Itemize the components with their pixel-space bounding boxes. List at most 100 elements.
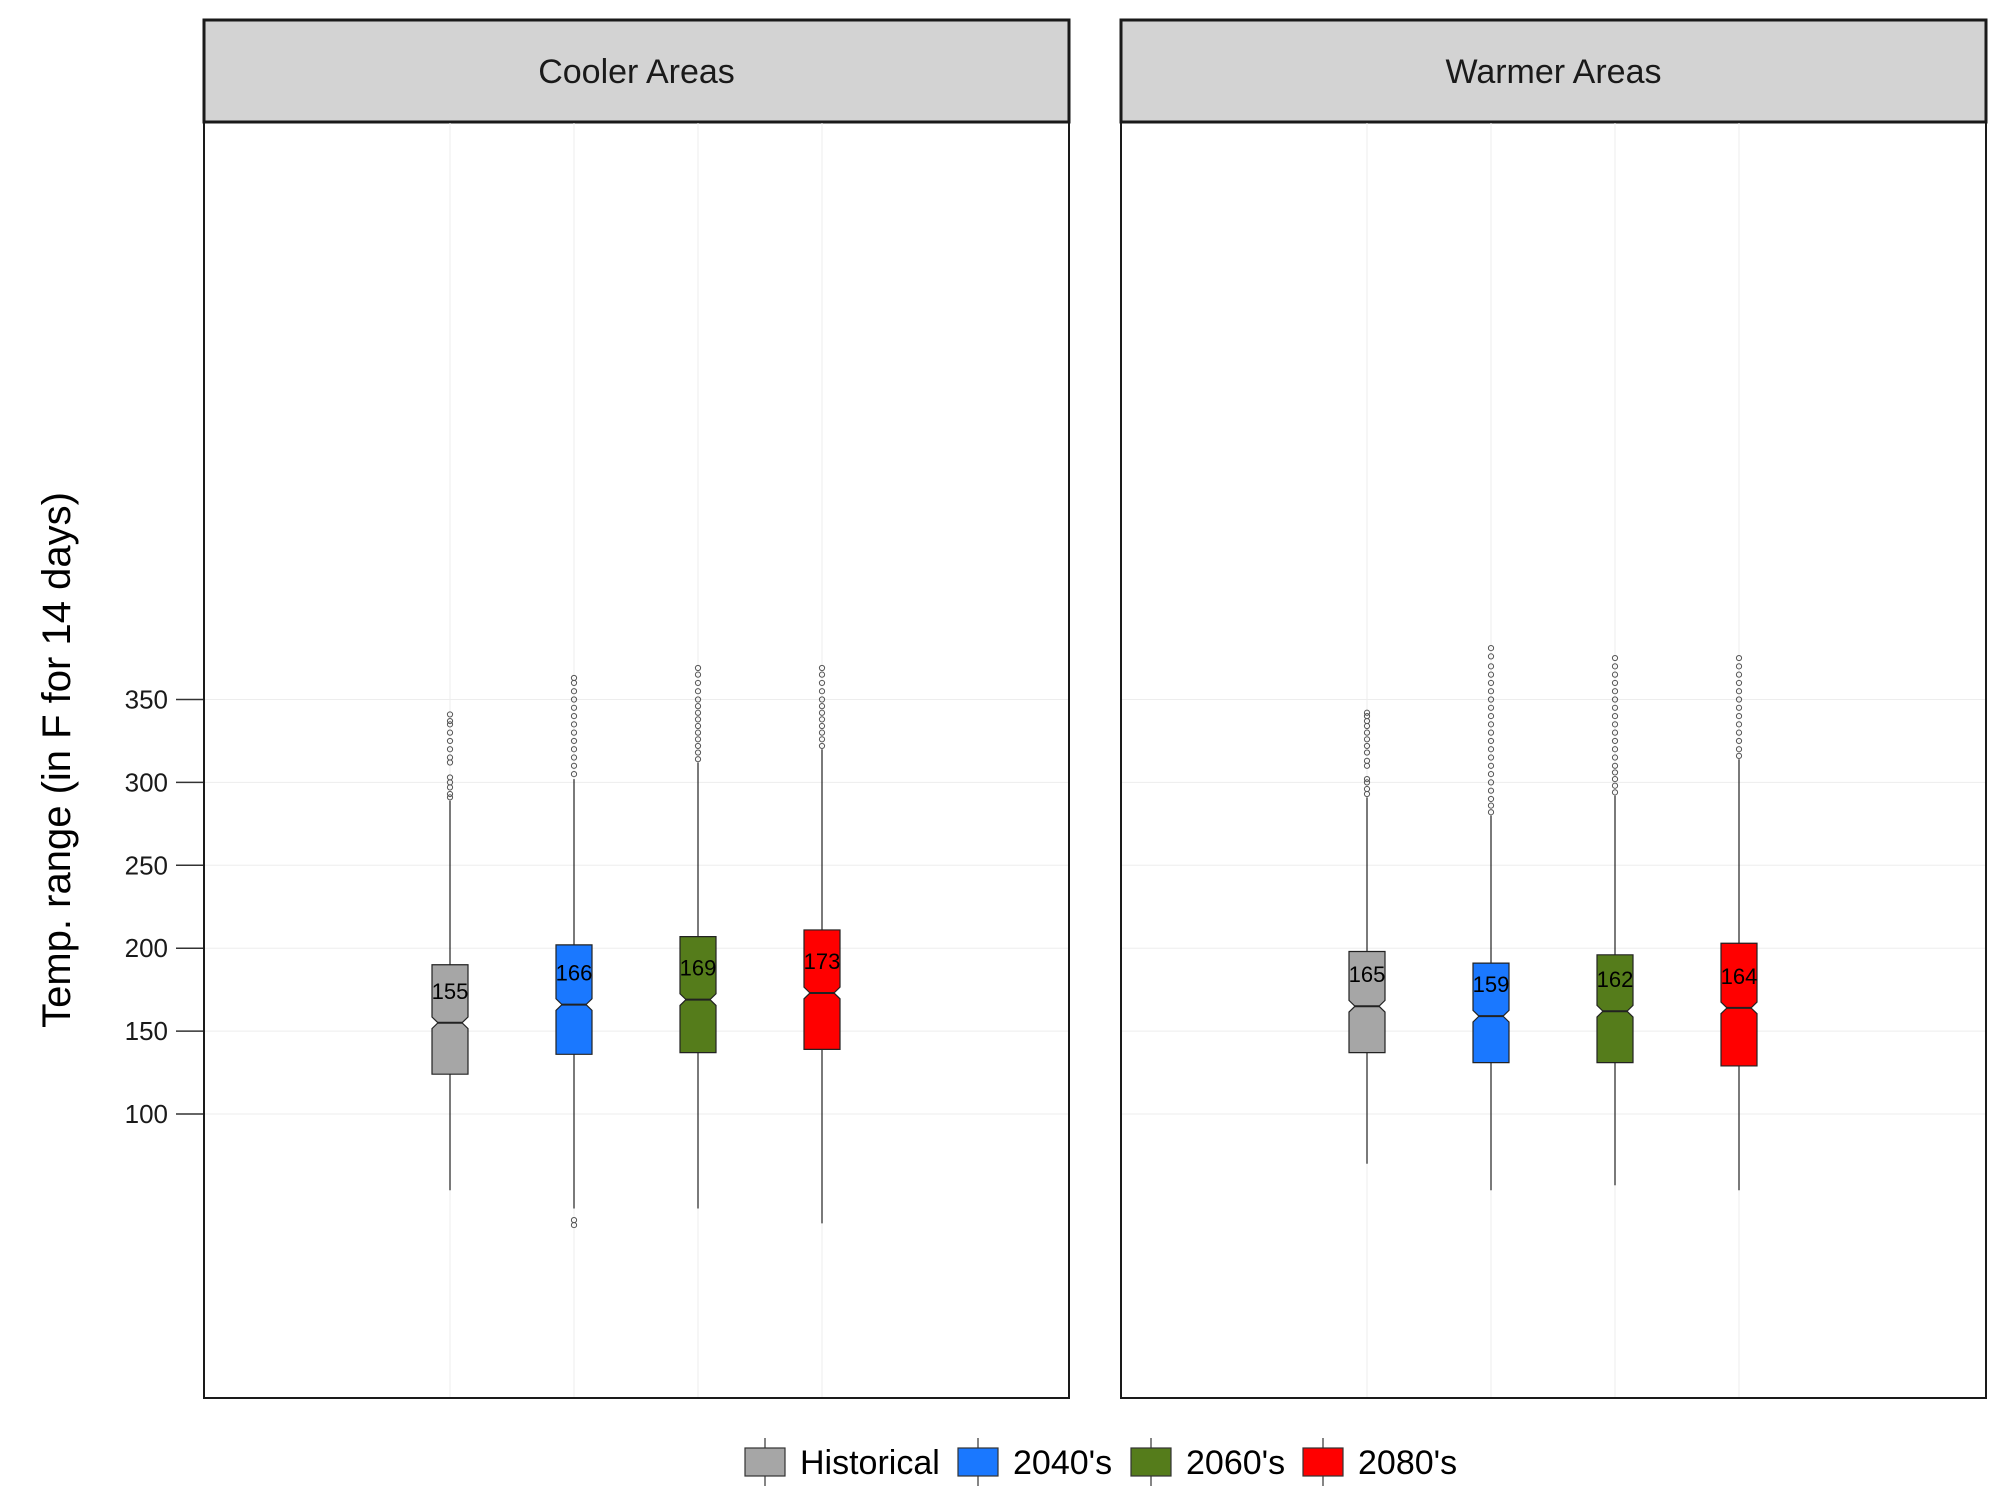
legend-item-2080's: 2080's [1302,1438,1457,1486]
box-2080's: 173 [803,664,841,1224]
outlier-point [818,696,826,703]
outlier-point [1487,653,1495,660]
outlier-point [446,717,454,725]
outlier-point [1611,704,1619,711]
outlier-point [1735,712,1743,720]
outlier-point [1735,721,1743,728]
y-tick-label: 100 [125,1099,168,1129]
outlier-point [570,737,578,745]
outlier-point [1363,736,1371,743]
outlier-point [1735,704,1743,711]
outlier-point [694,749,702,756]
legend-label: 2040's [1013,1444,1112,1482]
outlier-point [446,774,454,781]
panel-strip-title: Warmer Areas [1445,53,1661,91]
outlier-point [1363,785,1371,793]
panel-cooler-areas: Cooler Areas 155 166 169 173 [202,18,1071,1399]
outlier-point [1611,789,1619,796]
outlier-point [1487,754,1495,761]
box-Historical: 155 [431,711,469,1191]
outlier-point [694,736,702,743]
outlier-point [570,771,578,778]
box-2040's: 166 [555,674,593,1229]
box-2060's: 162 [1596,654,1634,1186]
box-body [1472,962,1510,1064]
outlier-point [446,746,454,753]
outlier-point [1487,671,1495,678]
outlier-point [694,722,702,730]
y-tick-label: 200 [125,933,168,963]
outlier-point [1487,663,1495,670]
box-2080's: 164 [1720,654,1758,1191]
legend: Historical 2040's 2060's 2080's [744,1438,1457,1486]
outlier-point [818,671,826,678]
outlier-point [694,664,702,672]
y-tick-label: 350 [125,685,168,715]
outlier-point [570,721,578,728]
outlier-point [1363,729,1371,736]
legend-label: 2060's [1186,1444,1285,1482]
outlier-point [1487,721,1495,728]
panel-border [203,121,1070,1399]
median-label: 165 [1349,962,1386,987]
outlier-point [570,746,578,753]
box-body [431,964,469,1075]
box-body [555,944,593,1055]
outlier-point [1611,712,1619,720]
outlier-point [1611,696,1619,703]
outlier-point [1611,769,1619,776]
y-tick-label: 250 [125,850,168,880]
outlier-point [1363,742,1371,750]
outlier-point [694,688,702,695]
outlier-point [1611,782,1619,789]
outlier-point [818,709,826,716]
outlier-point [570,704,578,711]
outlier-point [1363,749,1371,756]
outlier-point [570,762,578,769]
outlier-point [1611,721,1619,728]
outlier-point [694,756,702,763]
outlier-point [1735,696,1743,703]
outlier-point [1735,746,1743,753]
outlier-point [818,742,826,750]
outlier-point [1735,729,1743,736]
panel-strip-title: Cooler Areas [538,53,735,91]
outlier-point [1611,737,1619,745]
box-2040's: 159 [1472,645,1510,1191]
median-label: 159 [1473,972,1510,997]
box-2060's: 169 [679,664,717,1209]
median-label: 155 [432,979,469,1004]
legend-label: 2080's [1358,1444,1457,1482]
outlier-point [1611,679,1619,687]
legend-key-swatch [957,1447,999,1477]
outlier-point [694,696,702,703]
panel-border [1120,121,1987,1399]
outlier-point [446,729,454,736]
outlier-point [446,794,454,801]
panel-warmer-areas: Warmer Areas 165 159 162 164 [1119,18,1988,1399]
legend-label: Historical [800,1444,940,1482]
outlier-point [1735,671,1743,678]
outlier-point [570,712,578,720]
outlier-point [1487,762,1495,769]
outlier-point [1363,779,1371,786]
outlier-point [446,754,454,761]
outlier-point [1487,771,1495,778]
outlier-point [1487,746,1495,753]
outlier-point [570,729,578,736]
legend-item-2040's: 2040's [957,1438,1112,1486]
outlier-point [1611,654,1619,662]
outlier-point [694,729,702,736]
box-Historical: 165 [1348,709,1386,1164]
y-axis-label: Temp. range (in F for 14 days) [35,492,79,1028]
outlier-point [570,1217,578,1224]
outlier-point [1611,762,1619,769]
outlier-point [1611,663,1619,670]
legend-key-swatch [1130,1447,1172,1477]
outlier-point [1487,729,1495,736]
outlier-point [446,790,454,798]
outlier-point [446,721,454,728]
outlier-point [1487,737,1495,745]
outlier-point [818,664,826,672]
